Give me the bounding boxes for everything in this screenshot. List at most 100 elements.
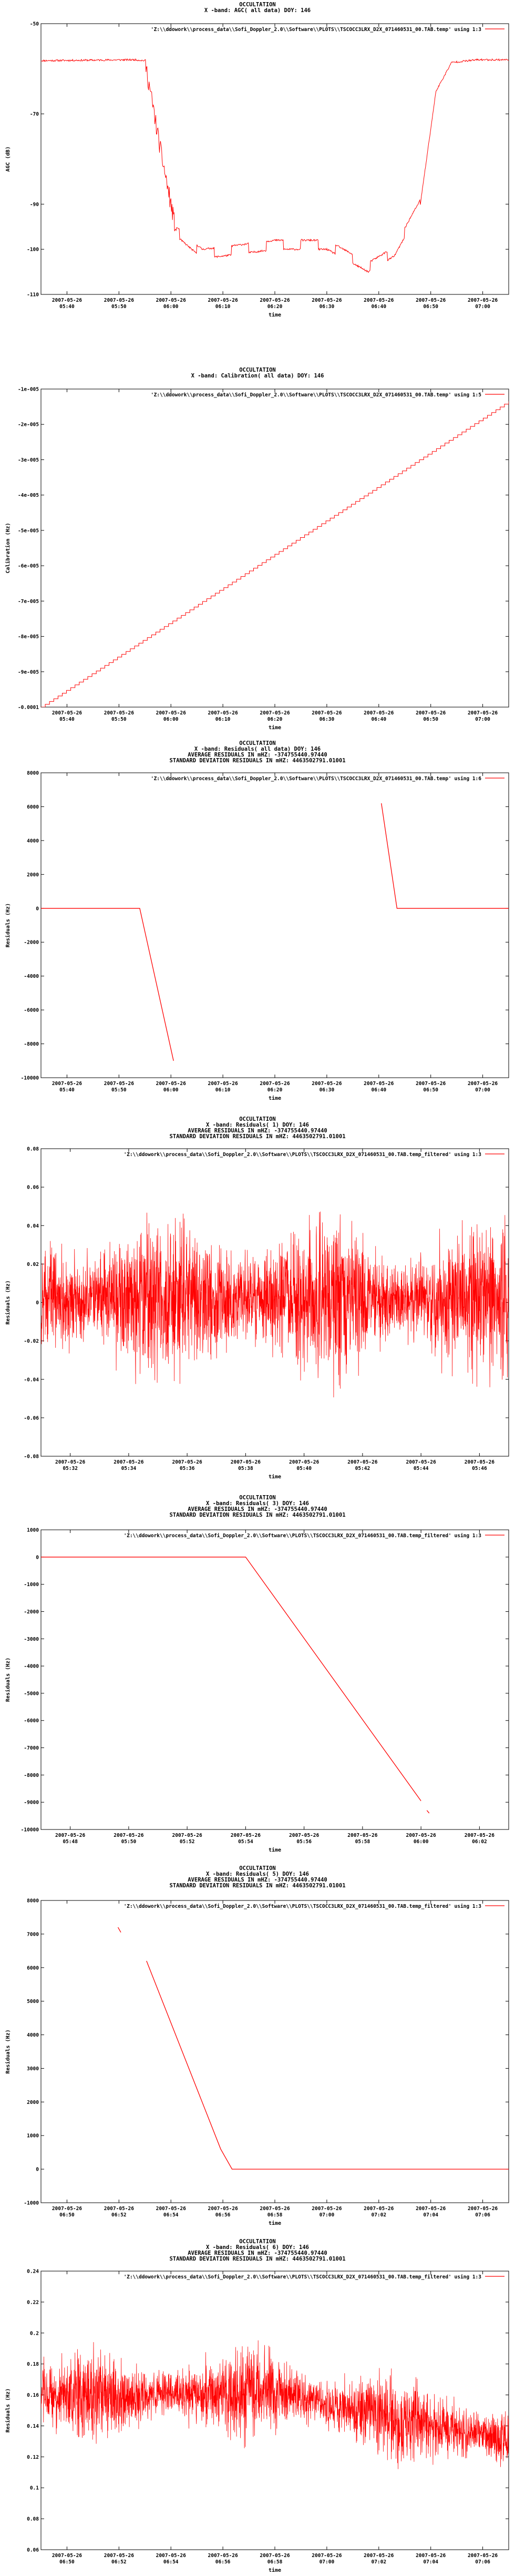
- x-tick-label: 2007-05-26 05:50: [104, 710, 134, 722]
- series-line-residuals: [41, 1211, 509, 1398]
- chart-title-line: X -band: AGC( all data) DOY: 146: [204, 7, 311, 14]
- x-tick-label: 2007-05-26 06:10: [208, 710, 238, 722]
- x-tick-label: 2007-05-26 05:56: [289, 1833, 319, 1845]
- chart-title-line: AVERAGE RESIDUALS IN mHZ: -374755440.974…: [188, 1128, 327, 1134]
- y-axis-label: Residuals (Hz): [5, 903, 11, 947]
- y-tick-label: 4000: [27, 838, 39, 844]
- y-tick-label: 0: [36, 2167, 39, 2173]
- x-tick-label: 2007-05-26 06:20: [260, 298, 290, 310]
- x-axis-label: time: [269, 724, 281, 731]
- chart-title-line: OCCULTATION: [239, 2238, 276, 2245]
- series-segment: [41, 908, 174, 1061]
- y-tick-label: 0: [36, 906, 39, 912]
- x-tick-label: 2007-05-26 06:50: [416, 298, 446, 310]
- series-segment: [381, 803, 509, 909]
- chart-title-line: STANDARD DEVIATION RESIDUALS IN mHZ: 446…: [169, 1133, 345, 1140]
- y-tick-label: -0.0001: [18, 705, 39, 711]
- x-tick-label: 2007-05-26 06:52: [104, 2206, 134, 2218]
- x-tick-label: 2007-05-26 05:32: [55, 1459, 85, 1471]
- plot-frame: [40, 389, 509, 708]
- x-tick-label: 2007-05-26 06:20: [260, 710, 290, 722]
- y-tick-label: -8000: [24, 1773, 39, 1778]
- y-tick-label: 0.08: [27, 2517, 39, 2522]
- legend-label: 'Z:\\ddowork\\process_data\\Sofi_Doppler…: [123, 2274, 481, 2280]
- series-segment: [41, 1557, 421, 1801]
- y-tick-label: 0.06: [27, 2548, 39, 2553]
- y-tick-label: 8000: [27, 771, 39, 776]
- chart-title-line: STANDARD DEVIATION RESIDUALS IN mHZ: 446…: [169, 1883, 345, 1889]
- y-tick-label: -6e-005: [18, 564, 39, 569]
- plot-frame: [40, 1900, 509, 2203]
- x-tick-label: 2007-05-26 06:50: [416, 710, 446, 722]
- y-tick-label: -6000: [24, 1718, 39, 1724]
- x-axis-label: time: [269, 2220, 281, 2226]
- y-tick-label: 0: [36, 1555, 39, 1560]
- x-tick-label: 2007-05-26 05:40: [52, 710, 82, 722]
- y-tick-label: -5e-005: [18, 528, 39, 534]
- x-tick-label: 2007-05-26 07:00: [468, 710, 498, 722]
- x-tick-label: 2007-05-26 05:54: [231, 1833, 261, 1845]
- x-axis-label: time: [269, 2567, 281, 2573]
- x-tick-label: 2007-05-26 06:30: [312, 298, 342, 310]
- y-tick-label: -110: [27, 292, 39, 298]
- x-tick-label: 2007-05-26 07:00: [468, 1081, 498, 1093]
- y-tick-label: -70: [30, 111, 39, 117]
- x-tick-label: 2007-05-26 05:40: [52, 298, 82, 310]
- chart-panel-3: OCCULTATION X -band: Residuals( all data)…: [0, 739, 515, 1107]
- x-axis-label: time: [269, 1474, 281, 1480]
- x-tick-label: 2007-05-26 07:00: [312, 2553, 342, 2565]
- legend-label: 'Z:\\ddowork\\process_data\\Sofi_Doppler…: [123, 1533, 481, 1539]
- x-tick-label: 2007-05-26 07:04: [416, 2206, 446, 2218]
- x-tick-label: 2007-05-26 05:52: [172, 1833, 202, 1845]
- x-tick-label: 2007-05-26 07:02: [364, 2553, 394, 2565]
- x-tick-label: 2007-05-26 06:56: [208, 2206, 238, 2218]
- y-tick-label: 0.16: [27, 2393, 39, 2398]
- chart-title-line: X -band: Residuals( 1) DOY: 146: [206, 1122, 309, 1128]
- x-tick-label: 2007-05-26 06:50: [416, 1081, 446, 1093]
- x-tick-label: 2007-05-26 07:06: [468, 2206, 498, 2218]
- y-axis-label: Residuals (Hz): [5, 2029, 11, 2073]
- x-tick-label: 2007-05-26 06:50: [52, 2206, 82, 2218]
- y-tick-label: -9000: [24, 1800, 39, 1806]
- legend-label: 'Z:\\ddowork\\process_data\\Sofi_Doppler…: [151, 392, 481, 398]
- chart-title-line: AVERAGE RESIDUALS IN mHZ: -374755440.974…: [188, 1877, 327, 1883]
- x-tick-label: 2007-05-26 07:06: [468, 2553, 498, 2565]
- x-axis-label: time: [269, 1847, 281, 1853]
- y-tick-label: -2000: [24, 1609, 39, 1615]
- x-tick-label: 2007-05-26 05:42: [347, 1459, 377, 1471]
- chart-title-line: AVERAGE RESIDUALS IN mHZ: -374755440.974…: [188, 1506, 327, 1512]
- chart-title-line: AVERAGE RESIDUALS IN mHZ: -374755440.974…: [188, 2250, 327, 2256]
- chart-panel-2: OCCULTATION X -band: Calibration( all dat…: [0, 365, 515, 731]
- x-tick-label: 2007-05-26 06:10: [208, 1081, 238, 1093]
- y-tick-label: -6000: [24, 1008, 39, 1014]
- plot-frame: [40, 772, 509, 1078]
- series-line-calibration: [41, 401, 509, 707]
- y-tick-label: 1000: [27, 1528, 39, 1534]
- y-tick-label: 0.08: [27, 1147, 39, 1152]
- chart-title-line: OCCULTATION: [239, 1116, 276, 1122]
- chart-title-line: X -band: Residuals( 6) DOY: 146: [206, 2244, 309, 2251]
- x-tick-label: 2007-05-26 05:40: [52, 1081, 82, 1093]
- x-tick-label: 2007-05-26 07:04: [416, 2553, 446, 2565]
- chart-title-line: AVERAGE RESIDUALS IN mHZ: -374755440.974…: [188, 752, 327, 758]
- x-tick-label: 2007-05-26 05:50: [114, 1833, 143, 1845]
- x-tick-label: 2007-05-26 06:40: [364, 710, 394, 722]
- chart-title-line: OCCULTATION: [239, 740, 276, 747]
- y-tick-label: -10000: [21, 1827, 39, 1833]
- x-tick-label: 2007-05-26 06:40: [364, 298, 394, 310]
- y-tick-label: -0.08: [24, 1454, 39, 1460]
- plot-frame: [40, 23, 509, 295]
- chart-title-line: OCCULTATION: [239, 1495, 276, 1501]
- x-tick-label: 2007-05-26 06:52: [104, 2553, 134, 2565]
- x-tick-label: 2007-05-26 05:38: [231, 1459, 261, 1471]
- y-tick-label: 7000: [27, 1931, 39, 1937]
- y-tick-label: 0.18: [27, 2362, 39, 2367]
- y-tick-label: 0.2: [30, 2330, 39, 2336]
- x-tick-label: 2007-05-26 06:58: [260, 2553, 290, 2565]
- x-tick-label: 2007-05-26 06:50: [52, 2553, 82, 2565]
- plot-frame: [40, 1529, 509, 1830]
- y-tick-label: 0.14: [27, 2424, 39, 2429]
